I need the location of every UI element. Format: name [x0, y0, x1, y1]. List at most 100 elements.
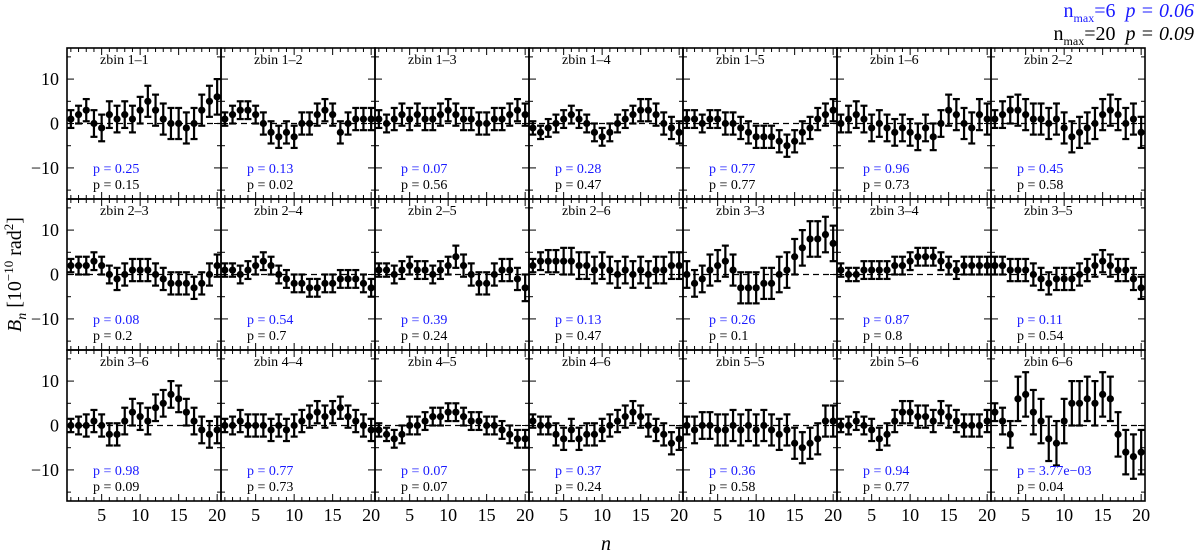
data-point — [621, 413, 629, 421]
x-tick-label: 5 — [251, 505, 260, 525]
data-point — [860, 421, 868, 430]
panel-label: zbin 1–5 — [716, 53, 765, 68]
x-tick-label: 15 — [1094, 505, 1112, 525]
data-point — [1114, 266, 1122, 274]
data-point — [444, 106, 452, 114]
data-point — [1029, 408, 1037, 416]
data-point — [236, 270, 244, 279]
data-point — [1083, 124, 1091, 132]
data-point — [929, 253, 937, 261]
data-point — [883, 430, 891, 438]
data-point — [629, 408, 637, 416]
data-point — [228, 421, 237, 430]
y-axis-label: Bn [10−10 rad2] — [1, 217, 30, 332]
p-value-nmax20: p = 0.47 — [555, 178, 601, 193]
data-point — [767, 279, 776, 287]
data-point — [714, 115, 722, 123]
data-point — [1137, 448, 1145, 456]
data-point — [806, 439, 814, 447]
data-point — [467, 270, 475, 279]
panel: zbin 4–5 p = 0.07p = 0.07 5 10 15 20 — [374, 349, 534, 525]
panel-label: zbin 3–5 — [1024, 204, 1073, 219]
data-point — [1006, 106, 1014, 114]
x-tick-label: 15 — [786, 505, 804, 525]
data-point — [352, 115, 360, 123]
x-tick-label: 5 — [713, 505, 722, 525]
data-point — [344, 119, 352, 128]
y-tick-label: 0 — [50, 416, 59, 436]
data-point — [305, 413, 314, 421]
p-value-nmax20: p = 0.7 — [247, 329, 286, 344]
data-point — [213, 262, 221, 270]
data-point — [652, 426, 660, 434]
data-point — [459, 262, 468, 270]
data-point — [375, 115, 383, 123]
data-point — [252, 262, 260, 270]
data-point — [1106, 106, 1114, 114]
data-point — [744, 128, 753, 136]
data-point — [952, 111, 960, 119]
y-tick-label: −10 — [31, 309, 59, 329]
data-point — [891, 262, 899, 270]
data-point — [436, 413, 445, 421]
data-point — [791, 439, 799, 447]
data-point — [452, 253, 460, 261]
data-point — [798, 128, 806, 136]
panel-label: zbin 3–6 — [100, 355, 149, 370]
data-point — [590, 128, 599, 136]
data-point — [82, 106, 90, 114]
data-point — [459, 115, 468, 123]
panel: zbin 5–5 p = 0.36p = 0.58 5 10 15 20 — [682, 349, 842, 525]
panel-label: zbin 3–4 — [870, 204, 919, 219]
panel: zbin 3–5 p = 0.11p = 0.54 — [990, 198, 1146, 351]
data-point — [529, 124, 537, 132]
data-point — [921, 253, 930, 261]
data-point — [313, 111, 321, 119]
panel-label: zbin 2–2 — [1024, 53, 1073, 68]
data-point — [121, 417, 129, 425]
data-point — [606, 421, 614, 430]
data-point — [329, 279, 337, 287]
data-point — [167, 119, 175, 128]
data-point — [498, 426, 506, 434]
p-value-nmax6: p = 0.39 — [401, 313, 447, 328]
x-tick-label: 20 — [978, 505, 996, 525]
data-point — [121, 111, 129, 119]
data-point — [1006, 430, 1014, 438]
data-point — [675, 435, 683, 443]
data-point — [1045, 435, 1053, 443]
data-point — [221, 115, 229, 123]
data-point — [560, 435, 568, 443]
data-point — [398, 430, 406, 438]
data-point — [875, 119, 883, 128]
data-point — [221, 266, 229, 274]
data-point — [290, 421, 298, 430]
data-point — [259, 257, 267, 265]
panel: zbin 6–6 p = 3.77e−03p = 0.04 5 10 15 20 — [990, 349, 1150, 525]
panel-label: zbin 4–4 — [254, 355, 303, 370]
data-point — [421, 266, 429, 274]
data-point — [714, 262, 722, 270]
data-point — [737, 426, 745, 434]
data-point — [267, 262, 275, 270]
x-axis-label: n — [601, 533, 611, 555]
data-point — [560, 257, 568, 265]
data-point — [1022, 266, 1030, 274]
x-tick-label: 20 — [208, 505, 226, 525]
data-point — [175, 395, 183, 403]
data-point — [898, 124, 907, 132]
data-point — [490, 270, 498, 279]
data-point — [575, 115, 583, 123]
data-point — [452, 408, 460, 416]
data-point — [652, 111, 660, 119]
data-point — [1052, 275, 1061, 283]
y-label-units: ] — [4, 217, 26, 224]
panel: zbin 4–4 p = 0.77p = 0.73 5 10 15 20 — [220, 349, 380, 525]
data-point — [960, 262, 968, 270]
data-point — [1129, 115, 1138, 123]
data-point — [336, 128, 344, 136]
data-point — [991, 262, 999, 270]
data-point — [783, 266, 791, 274]
y-tick-label: 0 — [50, 265, 59, 285]
data-point — [490, 115, 498, 123]
